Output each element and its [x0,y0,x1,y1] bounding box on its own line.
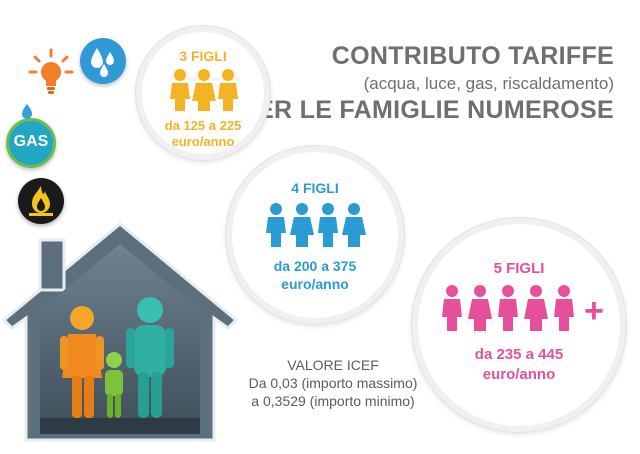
title-line-2: (acqua, luce, gas, riscaldamento) [363,74,614,93]
tier-circle-5-children: 5 FIGLI + da 235 a 445 euro/anno [412,218,626,432]
tier-children-label: 4 FIGLI [291,180,339,196]
tier-range: da 235 a 445 [474,346,564,363]
water-drops-icon [80,38,126,84]
tier-unit: euro/anno [171,134,235,149]
title-line-3: PER LE FAMIGLIE NUMEROSE [240,96,614,124]
plus-icon: + [584,292,604,330]
fire-heating-icon [18,178,64,224]
father-figure [126,297,174,418]
house-illustration [0,222,240,449]
icef-line-1: Da 0,03 (importo massimo) [248,375,418,391]
tier-children-label: 5 FIGLI [493,260,545,277]
gas-flame-tip-icon [20,103,34,119]
icef-label: VALORE ICEF [287,357,379,373]
mother-figure [60,306,104,418]
title-line-1: CONTRIBUTO TARIFFE [331,42,614,70]
tier-range: da 200 a 375 [273,258,357,274]
icef-block: VALORE ICEF Da 0,03 (importo massimo) a … [244,356,422,410]
four-children-icon [263,202,367,250]
tier-unit: euro/anno [281,276,349,292]
tier-unit: euro/anno [482,366,556,383]
five-children-icon [438,284,586,336]
child-figure [105,352,123,418]
gas-icon: GAS [6,118,56,168]
three-children-icon [168,68,240,112]
gas-label: GAS [13,133,49,150]
tier-circle-4-children: 4 FIGLI da 200 a 375 euro/anno [226,146,404,324]
lightbulb-icon [28,48,74,96]
tier-range: da 125 a 225 [164,118,242,133]
tier-children-label: 3 FIGLI [179,48,227,64]
tier-circle-3-children: 3 FIGLI da 125 a 225 euro/anno [136,26,270,160]
icef-line-2: a 0,3529 (importo minimo) [251,393,415,409]
